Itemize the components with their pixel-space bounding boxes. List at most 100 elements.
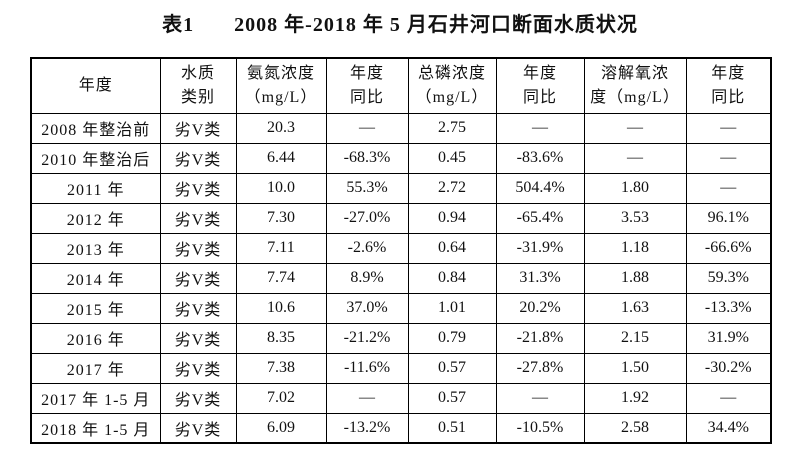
table-cell-phosphorus-yoy: — [495,382,585,414]
table-cell-dissolved-oxygen: — [583,112,687,144]
table-cell-category: 劣V类 [159,202,237,234]
table-cell-phosphorus: 0.57 [407,352,497,384]
table-row: 2018 年 1-5 月 劣V类 6.09 -13.2% 0.51 -10.5%… [30,412,772,444]
table-cell-phosphorus: 0.57 [407,382,497,414]
table-cell-category: 劣V类 [159,292,237,324]
table-cell-ammonia-yoy: -13.2% [325,412,409,444]
table-cell-ammonia-yoy: 37.0% [325,292,409,324]
table-cell-year: 2011 年 [30,172,161,204]
table-cell-dissolved-oxygen-yoy: -13.3% [685,292,772,324]
table-title: 表1 2008 年-2018 年 5 月石井河口断面水质状况 [0,0,800,39]
table-cell-category: 劣V类 [159,412,237,444]
table-cell-dissolved-oxygen-yoy: -30.2% [685,352,772,384]
table-cell-phosphorus: 0.51 [407,412,497,444]
header-yoy-phosphorus: 年度 同比 [495,57,585,114]
header-yoy-dissolved-oxygen: 年度 同比 [685,57,772,114]
table-cell-dissolved-oxygen: 2.15 [583,322,687,354]
table-cell-dissolved-oxygen: — [583,142,687,174]
table-cell-ammonia-yoy: -11.6% [325,352,409,384]
table-cell-ammonia-yoy: 8.9% [325,262,409,294]
table-cell-phosphorus: 0.45 [407,142,497,174]
table-row: 2016 年 劣V类 8.35 -21.2% 0.79 -21.8% 2.15 … [30,322,772,354]
table-title-text: 2008 年-2018 年 5 月石井河口断面水质状况 [234,14,638,36]
table-cell-category: 劣V类 [159,352,237,384]
table-cell-ammonia: 6.09 [235,412,327,444]
table-cell-dissolved-oxygen: 1.63 [583,292,687,324]
table-cell-phosphorus: 0.79 [407,322,497,354]
table-cell-ammonia: 6.44 [235,142,327,174]
header-yoy-ammonia: 年度 同比 [325,57,409,114]
table-cell-year: 2010 年整治后 [30,142,161,174]
table-cell-dissolved-oxygen: 1.50 [583,352,687,384]
header-ammonia-nitrogen-concentration: 氨氮浓度 （mg/L） [235,57,327,114]
table-cell-dissolved-oxygen-yoy: — [685,382,772,414]
table-cell-phosphorus: 2.72 [407,172,497,204]
table-cell-phosphorus-yoy: -65.4% [495,202,585,234]
table-cell-year: 2013 年 [30,232,161,264]
water-quality-table: 年度 水质 类别 氨氮浓度 （mg/L） 年度 同比 总磷浓度 （mg/L） 年… [30,57,772,444]
table-cell-phosphorus-yoy: -83.6% [495,142,585,174]
table-cell-dissolved-oxygen-yoy: 31.9% [685,322,772,354]
table-cell-ammonia-yoy: -68.3% [325,142,409,174]
table-cell-phosphorus: 1.01 [407,292,497,324]
table-row: 2015 年 劣V类 10.6 37.0% 1.01 20.2% 1.63 -1… [30,292,772,324]
table-cell-year: 2018 年 1-5 月 [30,412,161,444]
table-cell-dissolved-oxygen-yoy: — [685,172,772,204]
table-cell-ammonia: 7.11 [235,232,327,264]
table-cell-ammonia: 7.02 [235,382,327,414]
table-cell-category: 劣V类 [159,232,237,264]
table-cell-phosphorus-yoy: -31.9% [495,232,585,264]
table-cell-ammonia-yoy: 55.3% [325,172,409,204]
table-cell-ammonia: 10.0 [235,172,327,204]
table-cell-phosphorus-yoy: 20.2% [495,292,585,324]
table-cell-phosphorus-yoy: -27.8% [495,352,585,384]
table-cell-year: 2017 年 [30,352,161,384]
table-cell-category: 劣V类 [159,322,237,354]
header-dissolved-oxygen-concentration: 溶解氧浓 度（mg/L） [583,57,687,114]
table-cell-phosphorus: 0.94 [407,202,497,234]
table-cell-ammonia: 20.3 [235,112,327,144]
table-header-row: 年度 水质 类别 氨氮浓度 （mg/L） 年度 同比 总磷浓度 （mg/L） 年… [30,57,772,114]
header-year: 年度 [30,57,161,114]
table-cell-ammonia: 7.30 [235,202,327,234]
table-cell-phosphorus: 0.84 [407,262,497,294]
table-cell-category: 劣V类 [159,262,237,294]
table-cell-dissolved-oxygen: 2.58 [583,412,687,444]
table-row: 2013 年 劣V类 7.11 -2.6% 0.64 -31.9% 1.18 -… [30,232,772,264]
table-row: 2012 年 劣V类 7.30 -27.0% 0.94 -65.4% 3.53 … [30,202,772,234]
table-cell-year: 2017 年 1-5 月 [30,382,161,414]
table-cell-dissolved-oxygen-yoy: — [685,142,772,174]
table-cell-category: 劣V类 [159,382,237,414]
table-cell-ammonia-yoy: — [325,382,409,414]
table-cell-ammonia-yoy: — [325,112,409,144]
table-cell-category: 劣V类 [159,142,237,174]
table-cell-year: 2012 年 [30,202,161,234]
table-row: 2011 年 劣V类 10.0 55.3% 2.72 504.4% 1.80 — [30,172,772,204]
table-cell-ammonia-yoy: -2.6% [325,232,409,264]
table-cell-phosphorus-yoy: 31.3% [495,262,585,294]
table-cell-year: 2008 年整治前 [30,112,161,144]
table-cell-dissolved-oxygen: 3.53 [583,202,687,234]
table-cell-dissolved-oxygen: 1.88 [583,262,687,294]
table-cell-category: 劣V类 [159,172,237,204]
table-row: 2017 年 劣V类 7.38 -11.6% 0.57 -27.8% 1.50 … [30,352,772,384]
table-cell-ammonia: 7.74 [235,262,327,294]
table-cell-year: 2016 年 [30,322,161,354]
table-cell-dissolved-oxygen-yoy: 34.4% [685,412,772,444]
table-cell-dissolved-oxygen-yoy: 59.3% [685,262,772,294]
table-cell-phosphorus-yoy: -10.5% [495,412,585,444]
table-row: 2017 年 1-5 月 劣V类 7.02 — 0.57 — 1.92 — [30,382,772,414]
table-cell-year: 2014 年 [30,262,161,294]
table-cell-phosphorus-yoy: — [495,112,585,144]
table-cell-ammonia: 7.38 [235,352,327,384]
table-row: 2010 年整治后 劣V类 6.44 -68.3% 0.45 -83.6% — … [30,142,772,174]
table-row: 2008 年整治前 劣V类 20.3 — 2.75 — — — [30,112,772,144]
table-cell-category: 劣V类 [159,112,237,144]
table-cell-ammonia-yoy: -21.2% [325,322,409,354]
table-cell-phosphorus: 2.75 [407,112,497,144]
header-total-phosphorus-concentration: 总磷浓度 （mg/L） [407,57,497,114]
table-cell-dissolved-oxygen: 1.92 [583,382,687,414]
table-cell-ammonia: 10.6 [235,292,327,324]
table-title-label: 表1 [162,14,195,36]
